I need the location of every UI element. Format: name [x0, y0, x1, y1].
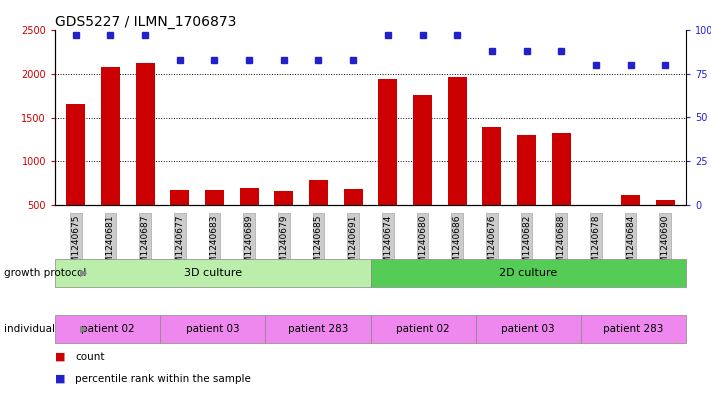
Bar [101, 67, 120, 249]
Bar [170, 190, 189, 249]
Bar [309, 180, 328, 249]
Text: 2D culture: 2D culture [499, 268, 557, 278]
Bar [517, 135, 536, 249]
Bar [621, 195, 640, 249]
Text: growth protocol: growth protocol [4, 268, 86, 278]
Text: 3D culture: 3D culture [183, 268, 242, 278]
Text: patient 03: patient 03 [186, 324, 240, 334]
Text: ▶: ▶ [80, 324, 87, 334]
Bar [66, 105, 85, 249]
Bar [581, 315, 686, 343]
Bar [656, 200, 675, 249]
Bar [476, 315, 581, 343]
Bar [136, 63, 155, 249]
Text: patient 283: patient 283 [288, 324, 348, 334]
Text: percentile rank within the sample: percentile rank within the sample [75, 374, 251, 384]
Bar [343, 189, 363, 249]
Bar [552, 133, 571, 249]
Text: patient 02: patient 02 [396, 324, 450, 334]
Bar [55, 315, 160, 343]
Text: ■: ■ [55, 352, 65, 362]
Text: individual: individual [4, 324, 55, 334]
Bar [274, 191, 294, 249]
Text: patient 02: patient 02 [81, 324, 134, 334]
Bar [55, 259, 370, 287]
Bar [587, 205, 605, 249]
Bar [370, 259, 686, 287]
Text: ■: ■ [55, 374, 65, 384]
Text: patient 283: patient 283 [603, 324, 663, 334]
Text: patient 03: patient 03 [501, 324, 555, 334]
Bar [265, 315, 370, 343]
Bar [378, 79, 397, 249]
Text: GDS5227 / ILMN_1706873: GDS5227 / ILMN_1706873 [55, 15, 236, 29]
Bar [482, 127, 501, 249]
Bar [205, 190, 224, 249]
Text: count: count [75, 352, 105, 362]
Bar [240, 187, 259, 249]
Bar [160, 315, 265, 343]
Bar [370, 315, 476, 343]
Bar [448, 77, 466, 249]
Bar [413, 95, 432, 249]
Text: ▶: ▶ [80, 268, 87, 278]
